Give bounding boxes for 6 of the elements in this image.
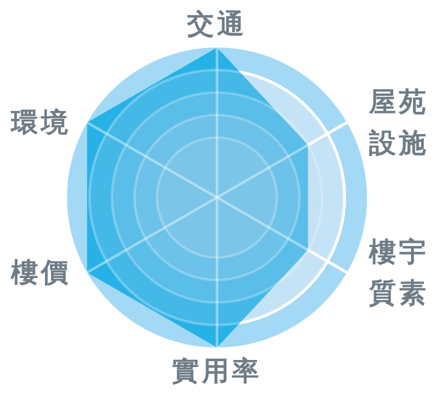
category-label: 屋苑設施: [368, 87, 429, 158]
category-label: 樓宇質素: [368, 237, 429, 308]
category-label: 環境: [11, 108, 72, 138]
category-label: 實用率: [172, 356, 262, 386]
category-label: 交通: [187, 9, 247, 39]
category-label: 樓價: [11, 258, 72, 288]
